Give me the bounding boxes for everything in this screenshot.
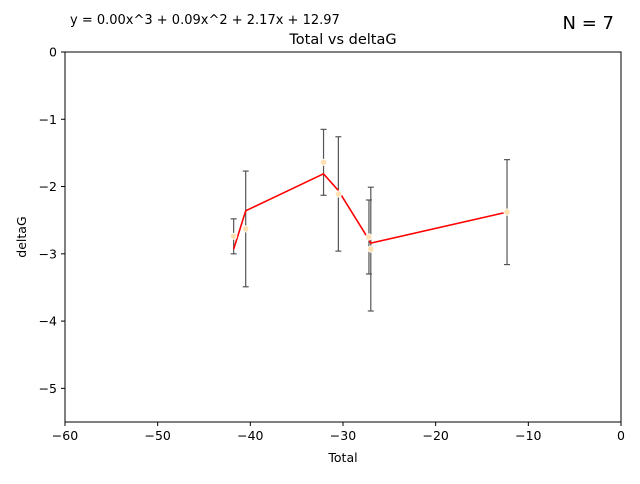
plot-area (230, 128, 511, 312)
data-point (230, 232, 238, 240)
x-tick-label: −20 (422, 428, 448, 443)
y-axis-label: deltaG (14, 216, 29, 257)
y-tick-label: −4 (39, 314, 57, 329)
y-tick-label: 0 (49, 45, 57, 60)
x-tick-label: −30 (330, 428, 356, 443)
x-tick-label: 0 (617, 428, 625, 443)
y-tick-label: −5 (39, 381, 57, 396)
x-tick-label: −10 (515, 428, 541, 443)
data-point (367, 245, 375, 253)
data-point (319, 158, 328, 166)
fit-equation: y = 0.00x^3 + 0.09x^2 + 2.17x + 12.97 (70, 13, 340, 28)
x-tick-label: −50 (144, 428, 170, 443)
x-axis-label: Total (327, 450, 357, 465)
data-point (334, 190, 342, 198)
sample-count-label: N = 7 (562, 13, 614, 34)
axes: −60 −50 −40 −30 −20 −10 0 0 −1 −2 −3 −4 −5 (39, 45, 625, 444)
x-tick-label: −40 (237, 428, 263, 443)
axes-frame (64, 51, 622, 423)
y-tick-label: −2 (39, 179, 57, 194)
x-tick-label: −60 (52, 428, 78, 443)
data-point (242, 225, 250, 233)
chart-title: Total vs deltaG (288, 32, 396, 48)
y-tick-label: −3 (39, 246, 57, 261)
y-tick-label: −1 (39, 112, 57, 127)
data-point (503, 208, 511, 216)
data-point (365, 233, 373, 241)
